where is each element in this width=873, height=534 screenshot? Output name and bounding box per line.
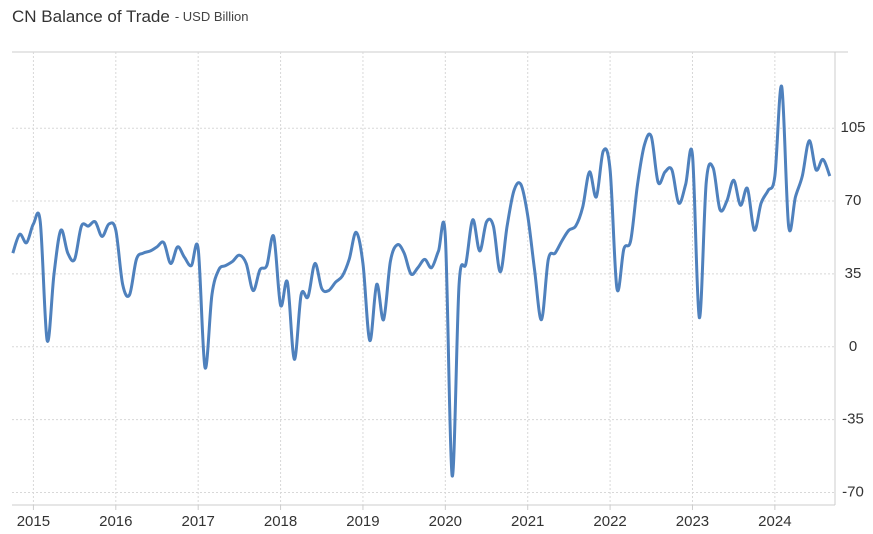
y-tick-label: -70 — [842, 483, 864, 500]
x-tick-label: 2022 — [593, 513, 626, 530]
title: CN Balance of Trade — [12, 7, 170, 26]
data-line — [11, 84, 832, 478]
y-tick-label: 0 — [849, 338, 857, 355]
chart-title: CN Balance of Trade - USD Billion — [12, 7, 249, 26]
y-tick-label: -35 — [842, 411, 864, 428]
x-tick-label: 2018 — [264, 513, 297, 530]
subtitle: - USD Billion — [175, 9, 249, 24]
x-tick-label: 2021 — [511, 513, 544, 530]
x-tick-label: 2016 — [99, 513, 132, 530]
x-tick-label: 2017 — [181, 513, 214, 530]
x-tick-label: 2023 — [676, 513, 709, 530]
x-tick-label: 2024 — [758, 513, 791, 530]
x-tick-label: 2019 — [346, 513, 379, 530]
y-tick-label: 35 — [845, 265, 862, 282]
y-tick-label: 105 — [840, 119, 865, 136]
x-tick-label: 2015 — [17, 513, 50, 530]
x-tick-label: 2020 — [429, 513, 462, 530]
y-tick-label: 70 — [845, 192, 862, 209]
